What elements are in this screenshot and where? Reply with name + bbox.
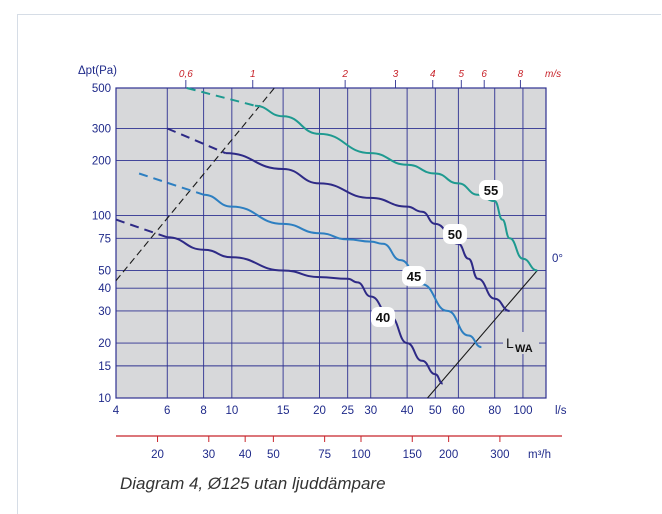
y-axis-label: Δpt(Pa)	[78, 65, 117, 77]
series-label-bg	[443, 224, 467, 244]
velocity-reference-line	[115, 87, 275, 281]
y-tick-label: 10	[98, 393, 111, 405]
x-tick-label: 10	[225, 405, 238, 417]
lwa-label-bg	[503, 332, 539, 354]
series-label: 45	[407, 269, 421, 284]
top-tick-label: 6	[481, 69, 487, 80]
series-label-bg	[371, 307, 395, 327]
bottom-tick-label: 20	[151, 449, 164, 461]
lwa-subscript: WA	[515, 343, 533, 355]
x-tick-label: 40	[401, 405, 414, 417]
series-label: 50	[448, 227, 462, 242]
bottom-tick-label: 150	[403, 449, 422, 461]
angle-label: 0°	[552, 253, 563, 265]
top-tick-label: 2	[341, 69, 348, 80]
series-label: 55	[484, 183, 498, 198]
y-tick-label: 300	[92, 123, 111, 135]
y-tick-label: 75	[98, 233, 111, 245]
y-tick-label: 20	[98, 338, 111, 350]
x-tick-label: 15	[277, 405, 290, 417]
y-tick-label: 15	[98, 361, 111, 373]
series-label-bg	[402, 266, 426, 286]
series-40-dashed	[115, 218, 168, 239]
bottom-tick-label: 30	[202, 449, 215, 461]
x-tick-label: 50	[429, 405, 442, 417]
x-tick-label: 4	[113, 405, 120, 417]
figure-border	[17, 14, 661, 514]
y-tick-label: 30	[98, 306, 111, 318]
top-axis-unit: m/s	[545, 69, 561, 80]
series-40-line	[167, 236, 444, 385]
top-tick-label: 4	[430, 69, 436, 80]
x-tick-label: 20	[313, 405, 326, 417]
y-tick-label: 200	[92, 156, 111, 168]
series-50-line	[225, 152, 510, 312]
bottom-axis-unit: m³/h	[528, 449, 551, 461]
x-tick-label: 30	[364, 405, 377, 417]
series-55-line	[254, 104, 538, 272]
y-tick-label: 100	[92, 211, 111, 223]
series-45-dashed	[138, 172, 204, 196]
y-tick-label: 50	[98, 265, 111, 277]
series-55-dashed	[186, 87, 256, 107]
plot-area	[116, 88, 546, 398]
top-tick-label: 5	[459, 69, 465, 80]
x-tick-label: 8	[200, 405, 206, 417]
x-tick-label: 80	[488, 405, 501, 417]
bottom-tick-label: 40	[239, 449, 252, 461]
series-label-bg	[479, 180, 503, 200]
y-tick-label: 500	[92, 83, 111, 95]
x-tick-label: 25	[341, 405, 354, 417]
bottom-tick-label: 300	[490, 449, 509, 461]
bottom-tick-label: 50	[267, 449, 280, 461]
series-45-line	[203, 193, 482, 349]
bottom-tick-label: 200	[439, 449, 458, 461]
top-tick-label: 0,6	[179, 69, 193, 80]
x-tick-label: 60	[452, 405, 465, 417]
x-tick-label: 6	[164, 405, 170, 417]
lwa-label: L	[506, 335, 514, 351]
top-tick-label: 1	[250, 69, 256, 80]
bottom-tick-label: 100	[351, 449, 370, 461]
plot-border	[115, 87, 547, 399]
series-label: 40	[376, 310, 390, 325]
bottom-tick-label: 75	[318, 449, 331, 461]
y-tick-label: 40	[98, 283, 111, 295]
top-tick-label: 8	[518, 69, 524, 80]
series-50-dashed	[166, 127, 226, 155]
x-axis-unit: l/s	[555, 405, 567, 417]
top-tick-label: 3	[393, 69, 399, 80]
lwa-line	[427, 270, 538, 399]
diagram-caption: Diagram 4, Ø125 utan ljuddämpare	[120, 474, 386, 493]
x-tick-label: 100	[513, 405, 532, 417]
